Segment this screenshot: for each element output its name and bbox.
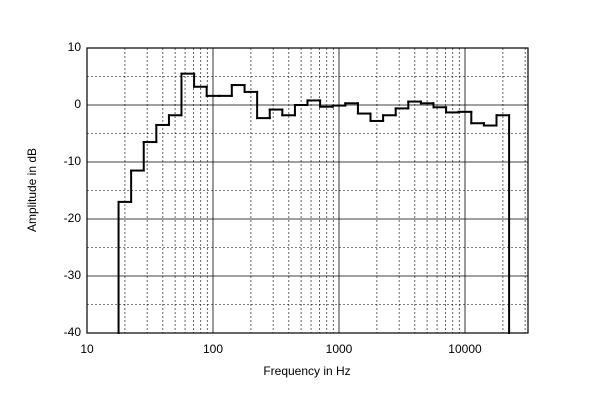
x-tick-label: 1000 — [326, 342, 353, 356]
x-tick-label: 100 — [203, 342, 223, 356]
x-axis-label: Frequency in Hz — [263, 364, 350, 378]
plot-frame — [86, 47, 529, 334]
y-tick-label: -10 — [64, 154, 82, 168]
y-axis-label: Amplitude in dB — [25, 148, 39, 232]
y-tick-label: -30 — [64, 268, 82, 282]
x-tick-label: 10 — [80, 342, 94, 356]
y-tick-label: -20 — [64, 211, 82, 225]
y-tick-label: -40 — [64, 325, 82, 339]
x-tick-label: 10000 — [448, 342, 482, 356]
y-tick-label: 0 — [74, 97, 81, 111]
y-tick-label: 10 — [68, 40, 82, 54]
